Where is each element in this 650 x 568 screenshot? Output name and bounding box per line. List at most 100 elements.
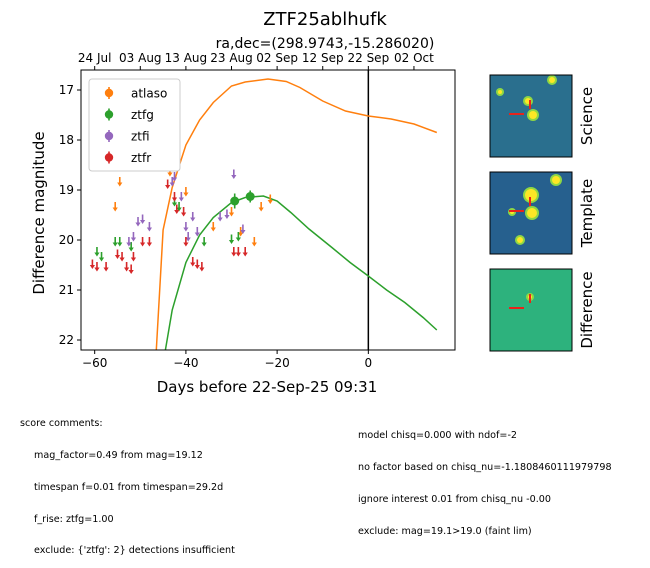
upper-limit-ztfi bbox=[190, 212, 196, 222]
stamp-source bbox=[529, 111, 537, 119]
stamp-science: Science bbox=[489, 74, 596, 158]
stamp-source bbox=[552, 176, 560, 184]
stamp-label: Difference bbox=[578, 271, 596, 348]
comment-line: ignore interest 0.01 from chisq_nu -0.00 bbox=[358, 493, 551, 505]
upper-limit-ztfr-head bbox=[119, 257, 125, 262]
stamp-source bbox=[527, 208, 537, 218]
upper-limit-ztfr bbox=[174, 204, 180, 214]
upper-limit-ztfr bbox=[89, 259, 96, 269]
upper-limit-ztfi-head bbox=[185, 237, 191, 242]
y-tick-label: 18 bbox=[59, 133, 74, 147]
upper-limit-ztfi bbox=[185, 232, 191, 242]
upper-limit-ztfi bbox=[240, 224, 246, 234]
upper-limit-atlaso-head bbox=[183, 192, 189, 197]
upper-limit-ztfg-head bbox=[201, 242, 207, 247]
top-tick-label: 03 Aug bbox=[119, 51, 162, 65]
upper-limit-ztfi bbox=[169, 177, 175, 187]
top-tick-label: 13 Aug bbox=[165, 51, 208, 65]
legend-label: atlaso bbox=[131, 87, 167, 101]
upper-limit-ztfg-head bbox=[176, 207, 182, 212]
legend-entry-ztfg: ztfg bbox=[104, 108, 154, 122]
stamp-frame bbox=[489, 268, 573, 352]
top-tick-label: 23 Aug bbox=[210, 51, 253, 65]
upper-limit-ztfi bbox=[171, 172, 178, 182]
top-tick-label: 22 Sep bbox=[347, 51, 389, 65]
upper-limit-ztfi bbox=[231, 169, 237, 179]
upper-limit-atlaso bbox=[112, 202, 118, 212]
upper-limit-ztfi-head bbox=[169, 182, 175, 187]
x-tick-label: −40 bbox=[173, 356, 198, 370]
upper-limit-ztfg bbox=[128, 242, 134, 252]
upper-limit-atlaso-head bbox=[238, 232, 244, 237]
upper-limit-ztfr bbox=[146, 237, 153, 247]
upper-limit-ztfr bbox=[235, 247, 241, 257]
upper-limit-ztfg bbox=[176, 202, 182, 212]
legend-box bbox=[88, 78, 181, 172]
x-tick-label: −60 bbox=[82, 356, 107, 370]
upper-limit-ztfi bbox=[146, 222, 153, 232]
upper-limit-ztfi-head bbox=[139, 220, 146, 224]
upper-limit-ztfg-head bbox=[171, 202, 178, 207]
detection-ztfg bbox=[230, 193, 240, 209]
legend-label: ztfg bbox=[131, 108, 154, 122]
upper-limit-ztfr-head bbox=[94, 267, 100, 272]
figure-title: ZTF25ablhufk bbox=[263, 9, 387, 30]
top-tick-label: 24 Jul bbox=[78, 51, 112, 65]
upper-limit-ztfr-head bbox=[146, 242, 153, 247]
upper-limit-ztfr-head bbox=[89, 265, 96, 269]
legend-marker bbox=[104, 131, 114, 141]
upper-limit-ztfi bbox=[126, 237, 132, 247]
upper-limit-ztfi bbox=[139, 214, 146, 224]
upper-limit-ztfi bbox=[224, 209, 230, 219]
upper-limit-atlaso bbox=[267, 194, 273, 204]
y-tick-label: 22 bbox=[59, 333, 74, 347]
upper-limit-ztfr bbox=[183, 237, 189, 247]
upper-limit-ztfr bbox=[194, 259, 200, 269]
top-tick-label: 02 Oct bbox=[394, 51, 434, 65]
legend-marker bbox=[104, 88, 114, 98]
stamp-template: Template bbox=[489, 171, 596, 255]
upper-limit-ztfr bbox=[103, 262, 109, 272]
upper-limit-ztfr-head bbox=[194, 265, 200, 269]
stamp-difference: Difference bbox=[489, 268, 596, 352]
upper-limit-ztfr-head bbox=[139, 242, 146, 247]
y-tick-label: 19 bbox=[59, 183, 74, 197]
upper-limit-ztfg-head bbox=[112, 242, 118, 247]
upper-limit-ztfr bbox=[242, 247, 248, 257]
x-tick-label: 0 bbox=[365, 356, 373, 370]
upper-limit-ztfr bbox=[124, 262, 130, 272]
y-tick-label: 21 bbox=[59, 283, 74, 297]
upper-limit-ztfr bbox=[119, 252, 125, 262]
upper-limit-ztfr bbox=[139, 237, 146, 247]
upper-limit-atlaso bbox=[238, 227, 244, 237]
data-points bbox=[89, 167, 273, 274]
model-curve-ztfg bbox=[164, 195, 438, 350]
comment-line: no factor based on chisq_nu=-1.180846011… bbox=[358, 461, 612, 473]
upper-limit-ztfr-head bbox=[183, 242, 189, 247]
legend-label: ztfr bbox=[131, 151, 151, 165]
y-axis-label: Difference magnitude bbox=[30, 131, 48, 294]
upper-limit-atlaso bbox=[210, 222, 216, 232]
stamp-label: Template bbox=[578, 179, 596, 248]
upper-limit-atlaso bbox=[251, 237, 257, 247]
score-comments-left: score comments: mag_factor=0.49 from mag… bbox=[20, 398, 235, 568]
upper-limit-ztfr-head bbox=[181, 212, 187, 217]
upper-limit-ztfr-head bbox=[174, 210, 180, 214]
stamp-label: Science bbox=[578, 87, 596, 145]
upper-limit-ztfi-head bbox=[130, 237, 137, 242]
upper-limit-atlaso bbox=[228, 207, 235, 217]
upper-limit-ztfr-head bbox=[231, 252, 237, 257]
upper-limit-ztfr bbox=[231, 247, 237, 257]
upper-limit-ztfg bbox=[117, 237, 123, 247]
upper-limit-ztfr-head bbox=[165, 185, 171, 189]
upper-limit-atlaso-head bbox=[267, 200, 273, 204]
upper-limit-ztfr bbox=[130, 252, 137, 262]
detection-marker bbox=[245, 192, 255, 201]
upper-limit-ztfr bbox=[199, 262, 205, 272]
upper-limit-ztfi-head bbox=[135, 222, 141, 227]
y-tick-label: 20 bbox=[59, 233, 74, 247]
upper-limit-ztfr bbox=[171, 192, 178, 202]
upper-limit-ztfi bbox=[130, 232, 137, 242]
upper-limit-ztfi-head bbox=[146, 227, 153, 232]
upper-limit-ztfr-head bbox=[124, 267, 130, 272]
